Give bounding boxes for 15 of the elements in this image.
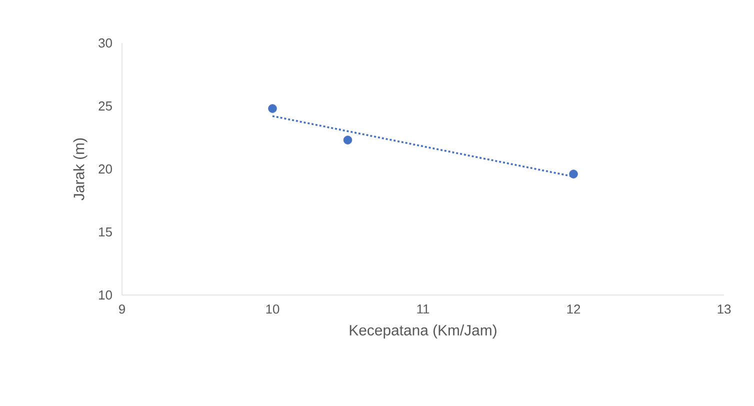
point [268,104,277,113]
y-tick-label: 10 [99,290,112,300]
y-tick-label: 30 [98,38,112,48]
y-tick-label: 20 [98,164,112,174]
x-tick-label: 9 [119,304,125,314]
y-tick-label: 15 [99,227,112,237]
x-tick-label: 10 [266,304,280,314]
y-tick-label: 25 [98,101,112,111]
x-tick-label: 13 [718,304,731,314]
x-tick-label: 12 [567,304,580,314]
point [343,136,352,144]
point [569,170,578,178]
x-axis-title: Kecepatana (Km/Jam) [350,324,496,338]
x-tick-label: 11 [417,304,430,314]
y-axis-title: Jarak (m) [73,138,88,200]
